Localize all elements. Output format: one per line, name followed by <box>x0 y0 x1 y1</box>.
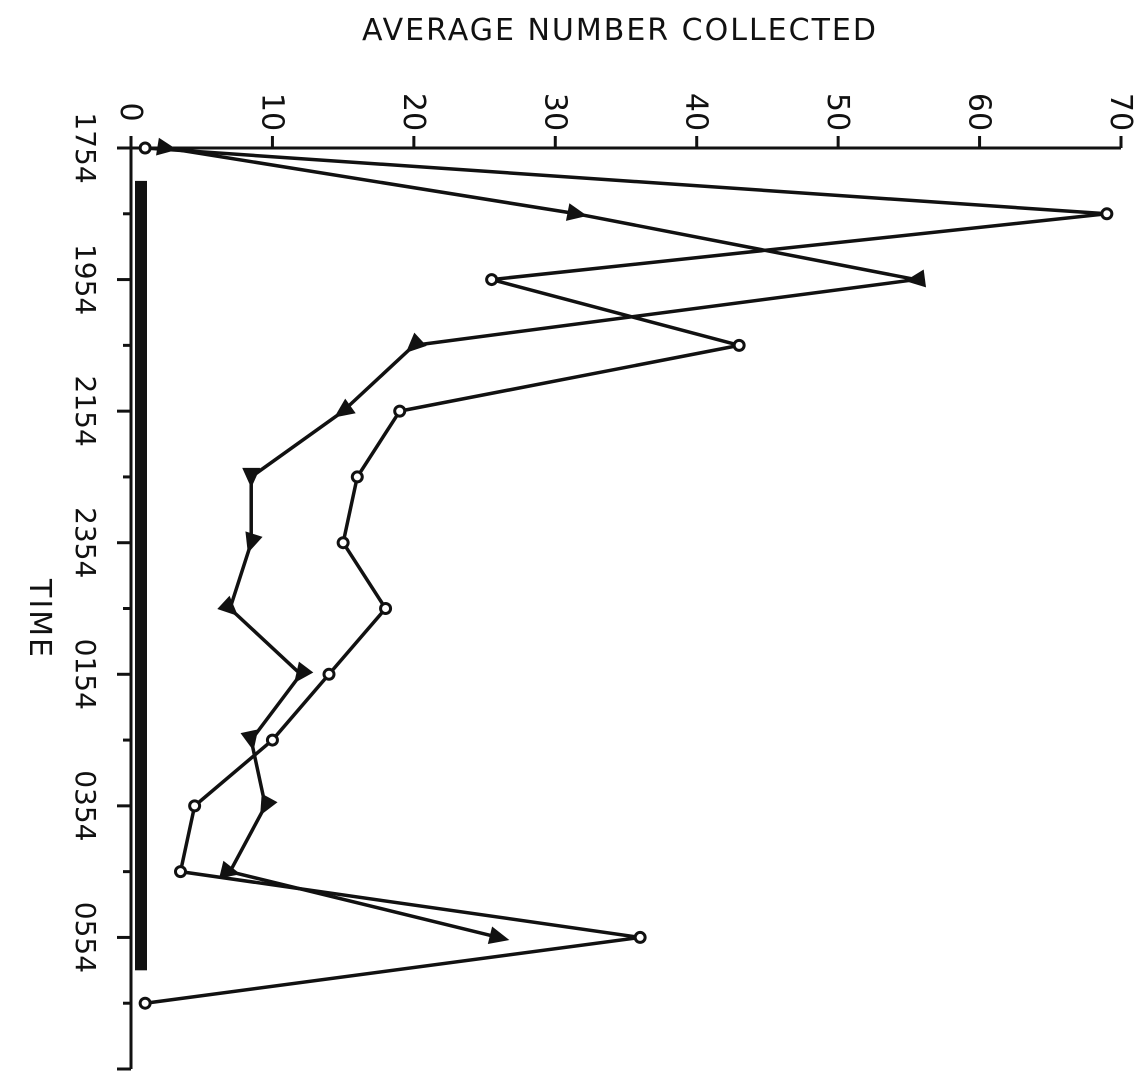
tick-labels: 0 10 20 30 40 50 60 70 1754 1954 2154 2354 0154 0354 0… <box>69 93 1138 973</box>
x-axis-title: TIME <box>22 578 57 659</box>
data-point-circle <box>322 667 336 681</box>
data-point-circle <box>350 470 364 484</box>
time-tick-label: 0354 <box>69 770 102 841</box>
series-line <box>166 146 918 940</box>
data-point-triangle <box>260 793 278 816</box>
data-point-triangle <box>242 467 261 488</box>
data-point-triangle <box>294 661 314 684</box>
axes <box>117 136 1123 1071</box>
value-tick-label: 30 <box>537 93 572 131</box>
series-open-circle <box>138 141 1114 1010</box>
value-tick-label: 0 <box>113 102 148 121</box>
series-filled-triangle <box>156 137 927 945</box>
data-point-triangle <box>240 729 259 751</box>
data-point-circle <box>188 799 202 813</box>
data-point-circle <box>336 536 350 550</box>
data-point-circle <box>265 733 279 747</box>
time-tick-label: 1954 <box>69 244 102 315</box>
data-point-triangle <box>487 926 510 945</box>
value-tick-label: 50 <box>820 93 855 131</box>
y-axis-title: AVERAGE NUMBER COLLECTED <box>362 13 878 48</box>
time-tick-label: 0154 <box>69 639 102 710</box>
value-tick-label: 70 <box>1103 93 1138 131</box>
series-layer <box>138 137 1114 1010</box>
dark-period-layer <box>135 180 147 971</box>
time-tick-label: 0554 <box>69 902 102 973</box>
dark-period-bar <box>135 180 147 971</box>
value-tick-label: 40 <box>679 93 714 131</box>
data-point-circle <box>732 338 746 352</box>
data-point-circle <box>1100 207 1114 221</box>
data-point-triangle <box>156 137 178 156</box>
time-tick-label: 2354 <box>69 507 102 578</box>
data-point-triangle <box>245 531 263 554</box>
value-tick-label: 20 <box>396 93 431 131</box>
data-point-triangle <box>217 595 239 616</box>
data-point-circle <box>174 865 187 879</box>
data-point-triangle <box>334 398 356 418</box>
data-point-triangle <box>219 860 241 879</box>
data-point-circle <box>485 273 499 287</box>
data-point-triangle <box>405 332 427 353</box>
series-line <box>144 146 1109 1005</box>
value-tick-label: 10 <box>254 93 289 131</box>
value-tick-label: 60 <box>962 93 997 131</box>
data-point-circle <box>379 602 393 615</box>
data-point-circle <box>138 996 152 1010</box>
data-point-circle <box>393 404 407 418</box>
data-point-circle <box>138 141 152 155</box>
data-point-circle <box>633 930 647 944</box>
time-tick-label: 1754 <box>69 112 102 183</box>
time-tick-label: 2154 <box>69 376 102 447</box>
data-point-triangle <box>905 269 927 288</box>
data-point-triangle <box>565 203 588 221</box>
